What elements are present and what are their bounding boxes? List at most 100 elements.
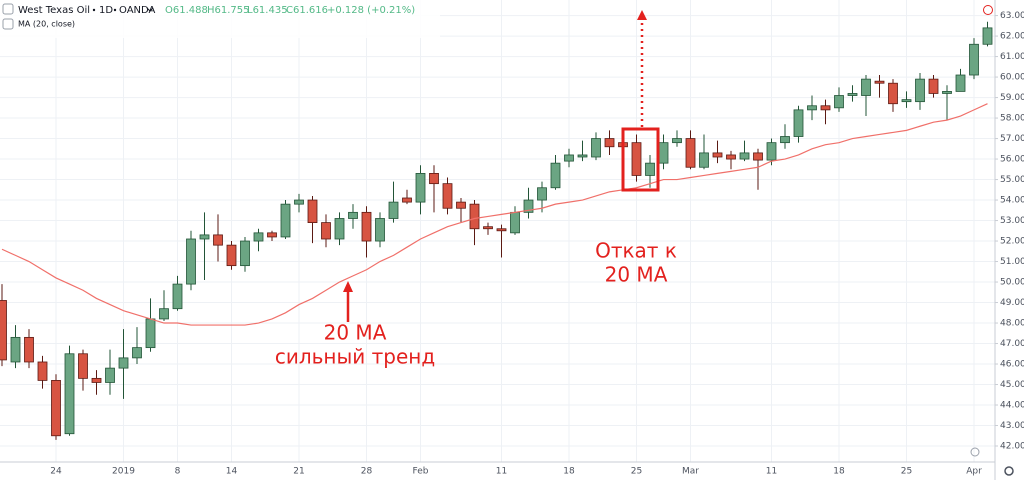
arrow-head bbox=[343, 281, 353, 292]
y-tick-label: 46.000 bbox=[1000, 360, 1024, 370]
candle-body bbox=[982, 27, 993, 45]
candle-body bbox=[550, 162, 561, 189]
y-tick-label: 47.000 bbox=[1000, 339, 1024, 349]
x-tick-label: 14 bbox=[226, 467, 238, 477]
y-tick-label: 57.000 bbox=[1000, 134, 1024, 144]
candle-body bbox=[645, 162, 655, 176]
x-tick-label: 2019 bbox=[112, 467, 135, 477]
x-tick-label: Apr bbox=[966, 467, 982, 477]
candle-body bbox=[537, 187, 547, 201]
candle-body bbox=[415, 173, 426, 203]
annotation: 20 MA bbox=[605, 263, 668, 287]
candle-body bbox=[753, 152, 763, 161]
candle-body bbox=[37, 361, 48, 381]
scroll-icon[interactable] bbox=[970, 447, 980, 457]
y-tick-label: 44.000 bbox=[1000, 401, 1024, 411]
candle-body bbox=[321, 222, 331, 240]
candle-body bbox=[78, 353, 88, 379]
annotation: сильный тренд bbox=[275, 345, 435, 369]
candle-body bbox=[388, 201, 399, 219]
candle-body bbox=[969, 43, 979, 76]
candle-body bbox=[307, 199, 318, 223]
x-tick-label: 24 bbox=[50, 467, 62, 477]
candle-body bbox=[496, 228, 507, 232]
candle-body bbox=[240, 240, 250, 267]
x-tick-label: 8 bbox=[175, 467, 181, 477]
candle-body bbox=[105, 367, 115, 383]
y-tick-label: 56.000 bbox=[1000, 155, 1024, 165]
candle-body bbox=[199, 234, 210, 240]
plot bbox=[0, 21, 993, 440]
y-tick-label: 50.000 bbox=[1000, 278, 1024, 288]
candle-body bbox=[510, 211, 520, 234]
candle-body bbox=[631, 142, 642, 176]
dropdown-icon[interactable] bbox=[146, 7, 154, 12]
annotation: 20 MA bbox=[324, 321, 387, 345]
candle-body bbox=[928, 78, 939, 94]
candle-body bbox=[226, 244, 237, 267]
candle-body bbox=[213, 234, 223, 246]
candle-body bbox=[685, 138, 696, 168]
x-tick-label: 18 bbox=[833, 467, 845, 477]
x-tick-label: 11 bbox=[766, 467, 777, 477]
candle-body bbox=[64, 353, 75, 435]
x-tick-label: Feb bbox=[413, 467, 429, 477]
ohlc-low: L61.435 bbox=[247, 5, 288, 16]
collapse-icon[interactable] bbox=[2, 18, 14, 30]
axes: 42.000 43.000 44.000 45.000 46.000 47.000 48.0… bbox=[50, 11, 1024, 476]
candle-body bbox=[820, 105, 831, 111]
y-tick-label: 53.000 bbox=[1000, 216, 1024, 226]
candle-body bbox=[334, 218, 345, 240]
candle-body bbox=[24, 336, 34, 363]
ohlc-open: O61.488 bbox=[165, 5, 208, 16]
candle-body bbox=[955, 74, 966, 92]
candle-body bbox=[429, 173, 439, 185]
candle-body bbox=[726, 154, 736, 160]
header-bg bbox=[0, 0, 440, 38]
candle-body bbox=[604, 138, 615, 148]
candle-body bbox=[469, 203, 480, 230]
x-tick-label: Mar bbox=[682, 467, 699, 477]
y-tick-label: 52.000 bbox=[1000, 237, 1024, 247]
candle-body bbox=[145, 318, 156, 349]
candle-body bbox=[874, 80, 885, 84]
candle-body bbox=[186, 238, 196, 285]
candle-body bbox=[483, 226, 493, 230]
ohlc-close: C61.616 bbox=[286, 5, 328, 16]
candle-body bbox=[888, 82, 898, 105]
candle-body bbox=[442, 183, 453, 209]
ma-label: MA (20, close) bbox=[18, 20, 75, 29]
candle-body bbox=[739, 152, 750, 160]
candle-body bbox=[118, 357, 129, 369]
candle-body bbox=[699, 152, 709, 168]
alert-icon[interactable] bbox=[983, 5, 993, 15]
y-tick-label: 43.000 bbox=[1000, 421, 1024, 431]
candle-body bbox=[915, 78, 925, 103]
separator bbox=[92, 8, 96, 12]
candle-body bbox=[402, 197, 412, 203]
x-tick-label: 11 bbox=[496, 467, 507, 477]
candle-body bbox=[361, 211, 372, 242]
candle-body bbox=[51, 380, 61, 437]
candle-body bbox=[807, 105, 817, 111]
y-tick-label: 58.000 bbox=[1000, 114, 1024, 124]
y-tick-label: 51.000 bbox=[1000, 257, 1024, 267]
highlight-box bbox=[621, 127, 660, 192]
arrow-head bbox=[637, 10, 647, 20]
candle-body bbox=[348, 211, 358, 219]
settings-icon[interactable] bbox=[1004, 466, 1014, 476]
y-tick-label: 49.000 bbox=[1000, 298, 1024, 308]
moving-average bbox=[1, 103, 988, 326]
y-tick-label: 48.000 bbox=[1000, 319, 1024, 329]
candle-body bbox=[253, 232, 264, 242]
change: +0.128 (+0.21%) bbox=[327, 5, 415, 16]
collapse-icon[interactable] bbox=[2, 3, 14, 15]
y-tick-label: 62.000 bbox=[1000, 32, 1024, 42]
interval: 1D bbox=[99, 5, 113, 16]
x-tick-label: 21 bbox=[293, 467, 304, 477]
candle-body bbox=[577, 154, 588, 158]
candle-body bbox=[294, 199, 304, 205]
y-tick-label: 45.000 bbox=[1000, 380, 1024, 390]
candle-body bbox=[267, 232, 277, 238]
y-tick-label: 54.000 bbox=[1000, 196, 1024, 206]
